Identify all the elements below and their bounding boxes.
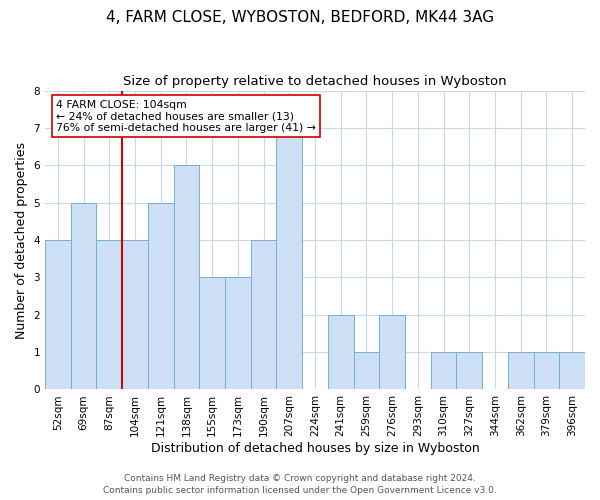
Text: 4, FARM CLOSE, WYBOSTON, BEDFORD, MK44 3AG: 4, FARM CLOSE, WYBOSTON, BEDFORD, MK44 3… — [106, 10, 494, 25]
Bar — [533, 352, 559, 390]
Bar — [379, 314, 405, 390]
Text: 4 FARM CLOSE: 104sqm
← 24% of detached houses are smaller (13)
76% of semi-detac: 4 FARM CLOSE: 104sqm ← 24% of detached h… — [56, 100, 316, 132]
Bar — [559, 352, 585, 390]
Bar — [251, 240, 277, 390]
Bar — [353, 352, 379, 390]
Bar — [71, 202, 97, 390]
Bar — [225, 278, 251, 390]
Text: Contains HM Land Registry data © Crown copyright and database right 2024.
Contai: Contains HM Land Registry data © Crown c… — [103, 474, 497, 495]
Bar — [97, 240, 122, 390]
Bar — [431, 352, 457, 390]
Title: Size of property relative to detached houses in Wyboston: Size of property relative to detached ho… — [123, 75, 507, 88]
Bar — [199, 278, 225, 390]
X-axis label: Distribution of detached houses by size in Wyboston: Distribution of detached houses by size … — [151, 442, 479, 455]
Bar — [122, 240, 148, 390]
Bar — [277, 128, 302, 390]
Bar — [45, 240, 71, 390]
Bar — [148, 202, 173, 390]
Y-axis label: Number of detached properties: Number of detached properties — [15, 142, 28, 338]
Bar — [508, 352, 533, 390]
Bar — [173, 166, 199, 390]
Bar — [328, 314, 353, 390]
Bar — [457, 352, 482, 390]
